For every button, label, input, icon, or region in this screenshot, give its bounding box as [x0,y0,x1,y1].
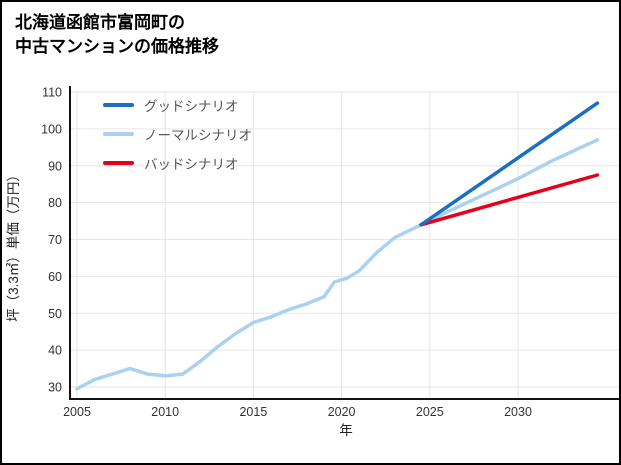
series-line-normal-scenario [75,138,600,391]
x-tick-label: 2030 [504,405,532,419]
x-tick-label: 2005 [63,405,91,419]
y-tick-label: 70 [48,233,62,247]
y-tick-label: 80 [48,196,62,210]
normal-scenario-label: ノーマルシナリオ [144,128,252,143]
legend: グッドシナリオ ノーマルシナリオ バッドシナリオ [103,95,252,173]
y-tick-label: 110 [42,86,62,100]
good-scenario-swatch [103,103,134,107]
y-tick-label: 90 [48,159,62,173]
page-title: 北海道函館市富岡町の 中古マンションの価格推移 [15,11,219,59]
y-tick-label: 100 [41,122,62,136]
y-tick-label: 50 [48,307,62,321]
x-tick-label: 2015 [239,405,267,419]
series-line-good-scenario [419,101,600,227]
series-line-bad-scenario [419,173,600,227]
page-title-line-1: 北海道函館市富岡町の [15,13,185,32]
legend-item-bad-scenario[interactable]: バッドシナリオ [103,153,252,173]
x-tick-label: 2025 [416,405,444,419]
bad-scenario-label: バッドシナリオ [144,157,239,172]
legend-item-good-scenario[interactable]: グッドシナリオ [103,95,252,115]
good-scenario-label: グッドシナリオ [144,99,239,114]
bad-scenario-swatch [103,161,134,165]
y-tick-label: 30 [48,381,62,395]
x-axis-label: 年 [339,423,353,438]
y-tick-label: 40 [48,344,62,358]
plot-area: 30 40 50 60 70 80 90 100 110 2005 2010 2015 2020 2025… [41,86,619,419]
x-tick-label: 2020 [328,405,356,419]
y-tick-label: 60 [48,270,62,284]
legend-item-normal-scenario[interactable]: ノーマルシナリオ [103,124,252,144]
normal-scenario-swatch [103,132,134,136]
y-axis-label: 坪（3.3㎡）単価（万円） [6,168,21,322]
page-title-line-2: 中古マンションの価格推移 [15,37,219,56]
x-tick-label: 2010 [151,405,179,419]
